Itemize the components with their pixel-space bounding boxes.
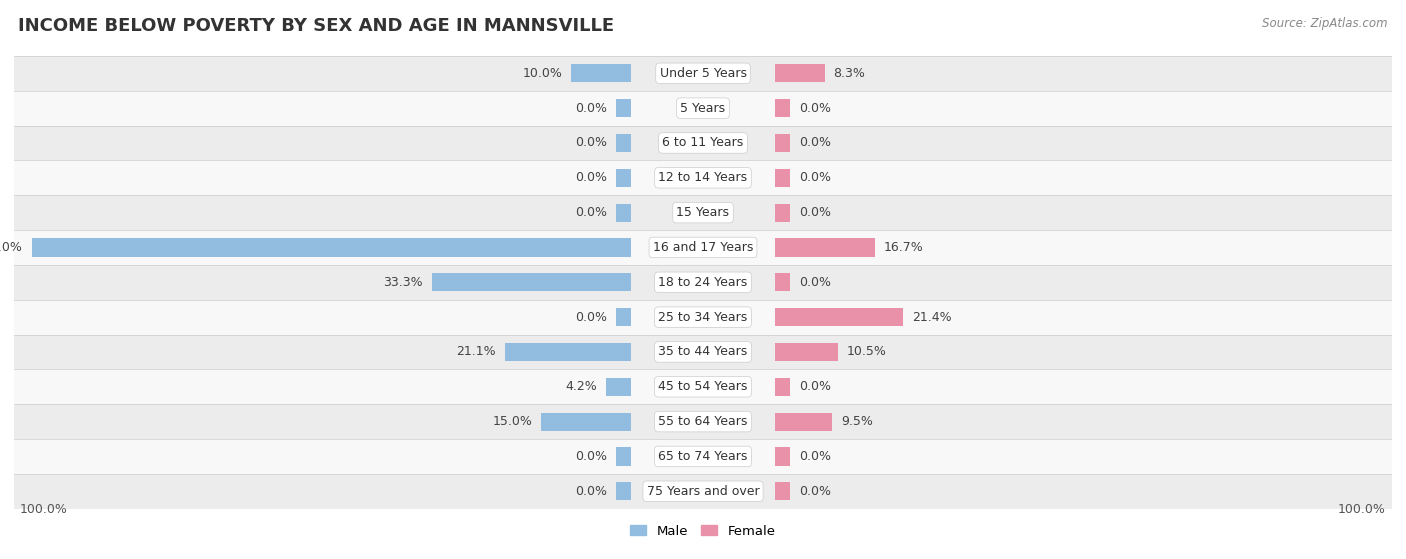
Text: 5 Years: 5 Years — [681, 102, 725, 115]
Text: Source: ZipAtlas.com: Source: ZipAtlas.com — [1263, 17, 1388, 30]
Legend: Male, Female: Male, Female — [626, 519, 780, 543]
Bar — [14, 195, 1392, 230]
Bar — [14, 300, 1392, 334]
Text: 15.0%: 15.0% — [492, 415, 533, 428]
Text: 21.1%: 21.1% — [456, 345, 496, 358]
Text: 0.0%: 0.0% — [799, 206, 831, 219]
Text: 0.0%: 0.0% — [575, 171, 607, 184]
Text: 0.0%: 0.0% — [799, 171, 831, 184]
Bar — [775, 64, 824, 82]
Bar — [432, 273, 631, 291]
Text: 16 and 17 Years: 16 and 17 Years — [652, 241, 754, 254]
Bar — [616, 482, 631, 500]
Bar — [14, 91, 1392, 126]
Text: 0.0%: 0.0% — [575, 102, 607, 115]
Bar — [775, 169, 790, 187]
Bar — [616, 447, 631, 466]
Bar — [14, 439, 1392, 474]
Bar — [616, 169, 631, 187]
Bar — [14, 230, 1392, 265]
Bar — [775, 343, 838, 361]
Bar — [14, 126, 1392, 160]
Text: 100.0%: 100.0% — [20, 503, 67, 515]
Bar — [775, 482, 790, 500]
Bar — [775, 99, 790, 117]
Bar — [541, 413, 631, 430]
Text: 100.0%: 100.0% — [0, 241, 22, 254]
Bar — [32, 238, 631, 257]
Text: 0.0%: 0.0% — [575, 206, 607, 219]
Text: 33.3%: 33.3% — [382, 276, 423, 289]
Bar — [775, 447, 790, 466]
Bar — [616, 308, 631, 326]
Text: 0.0%: 0.0% — [799, 485, 831, 498]
Bar — [505, 343, 631, 361]
Text: 75 Years and over: 75 Years and over — [647, 485, 759, 498]
Text: 0.0%: 0.0% — [799, 102, 831, 115]
Text: 0.0%: 0.0% — [575, 450, 607, 463]
Text: 4.2%: 4.2% — [565, 380, 598, 394]
Text: 35 to 44 Years: 35 to 44 Years — [658, 345, 748, 358]
Text: 21.4%: 21.4% — [912, 311, 952, 324]
Text: 0.0%: 0.0% — [799, 136, 831, 149]
Text: INCOME BELOW POVERTY BY SEX AND AGE IN MANNSVILLE: INCOME BELOW POVERTY BY SEX AND AGE IN M… — [18, 17, 614, 35]
Bar — [14, 265, 1392, 300]
Bar — [775, 378, 790, 396]
Bar — [775, 413, 832, 430]
Text: 25 to 34 Years: 25 to 34 Years — [658, 311, 748, 324]
Bar — [14, 369, 1392, 404]
Text: 0.0%: 0.0% — [575, 311, 607, 324]
Text: 45 to 54 Years: 45 to 54 Years — [658, 380, 748, 394]
Bar — [14, 404, 1392, 439]
Bar — [616, 134, 631, 152]
Bar — [14, 334, 1392, 369]
Bar — [14, 56, 1392, 91]
Text: 18 to 24 Years: 18 to 24 Years — [658, 276, 748, 289]
Text: 16.7%: 16.7% — [884, 241, 924, 254]
Text: 0.0%: 0.0% — [799, 450, 831, 463]
Text: 6 to 11 Years: 6 to 11 Years — [662, 136, 744, 149]
Text: 0.0%: 0.0% — [575, 136, 607, 149]
Bar — [775, 134, 790, 152]
Bar — [775, 238, 875, 257]
Text: 0.0%: 0.0% — [799, 380, 831, 394]
Bar — [616, 99, 631, 117]
Text: 8.3%: 8.3% — [834, 67, 866, 80]
Bar — [775, 308, 903, 326]
Text: 65 to 74 Years: 65 to 74 Years — [658, 450, 748, 463]
Text: 0.0%: 0.0% — [799, 276, 831, 289]
Bar — [606, 378, 631, 396]
Text: 9.5%: 9.5% — [841, 415, 873, 428]
Text: 10.5%: 10.5% — [846, 345, 887, 358]
Text: 12 to 14 Years: 12 to 14 Years — [658, 171, 748, 184]
Bar — [616, 203, 631, 222]
Text: 0.0%: 0.0% — [575, 485, 607, 498]
Bar — [775, 203, 790, 222]
Text: Under 5 Years: Under 5 Years — [659, 67, 747, 80]
Bar — [571, 64, 631, 82]
Text: 15 Years: 15 Years — [676, 206, 730, 219]
Text: 55 to 64 Years: 55 to 64 Years — [658, 415, 748, 428]
Bar — [775, 273, 790, 291]
Bar — [14, 474, 1392, 509]
Text: 10.0%: 10.0% — [523, 67, 562, 80]
Text: 100.0%: 100.0% — [1339, 503, 1386, 515]
Bar — [14, 160, 1392, 195]
